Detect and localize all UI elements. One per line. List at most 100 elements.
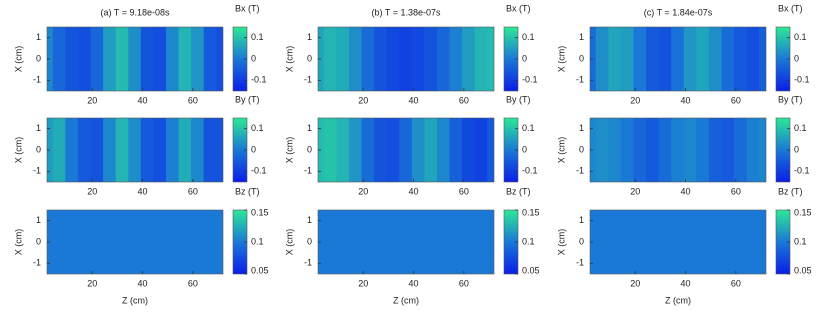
heat-cell xyxy=(633,27,648,91)
heat-cell xyxy=(436,118,451,182)
heat-cell xyxy=(633,118,648,182)
colorbar-tick-label: 0 xyxy=(522,144,527,154)
heat-cell xyxy=(90,27,105,91)
heat-cell xyxy=(595,118,610,182)
heat-cell xyxy=(671,118,685,182)
panel: 20 40 60 1 0 -1 (a) T = 9.18e-08s X (cm) 0.1 0 -0.… xyxy=(13,3,266,105)
y-tick-label: 1 xyxy=(579,123,584,133)
colorbar-tick-label: -0.1 xyxy=(522,75,538,85)
y-axis-label: X (cm) xyxy=(13,46,23,73)
heat-cell xyxy=(191,118,205,182)
heat-cell xyxy=(140,210,155,274)
heat-cell xyxy=(47,210,54,274)
heat-cell xyxy=(52,210,67,274)
colorbar-tick-label: -0.1 xyxy=(522,166,538,176)
x-tick-label: 60 xyxy=(731,95,741,105)
colorbar-tick-label: 0.15 xyxy=(522,207,540,217)
heat-cell xyxy=(683,118,698,182)
heat-cell xyxy=(590,27,597,91)
heat-cell xyxy=(646,210,660,274)
y-tick-label: 0 xyxy=(307,144,312,154)
y-tick-label: -1 xyxy=(576,166,584,176)
colorbar-tick-label: 0.1 xyxy=(251,123,264,133)
heat-cell xyxy=(608,210,622,274)
heat-cell xyxy=(90,118,105,182)
heat-cell xyxy=(178,118,193,182)
heat-cell xyxy=(595,210,610,274)
heat-cell xyxy=(318,27,325,91)
heat-cell xyxy=(487,27,494,91)
cells xyxy=(47,210,223,274)
heat-cell xyxy=(77,118,92,182)
heat-cell xyxy=(348,210,363,274)
heat-cell xyxy=(721,118,736,182)
cells xyxy=(47,27,223,91)
panel: 20 40 60 1 0 -1 X (cm) 0.1 0 -0.1 By (T) xyxy=(284,94,537,196)
heat-cell xyxy=(487,118,494,182)
heat-cell xyxy=(216,118,223,182)
panel: 20 40 60 1 0 -1 (b) T = 1.38e-07s X (cm) 0.1 0 -0.… xyxy=(284,3,537,105)
heat-cell xyxy=(608,27,622,91)
heat-cell xyxy=(361,210,376,274)
heat-cell xyxy=(165,118,180,182)
heat-cell xyxy=(399,210,413,274)
heat-cell xyxy=(708,118,723,182)
heat-cell xyxy=(374,118,388,182)
colorbar-tick-label: 0 xyxy=(794,53,799,63)
heat-cell xyxy=(386,27,401,91)
heat-cell xyxy=(658,118,673,182)
heat-cell xyxy=(436,27,451,91)
heat-cell xyxy=(658,27,673,91)
panel: 20 40 60 1 0 -1 (c) T = 1.84e-07s X (cm) 0.1 0 -0.… xyxy=(556,3,809,105)
y-tick-label: 1 xyxy=(307,123,312,133)
colorbar-label: Bx (T) xyxy=(235,3,260,13)
heat-cell xyxy=(590,118,597,182)
x-tick-label: 20 xyxy=(87,186,97,196)
y-tick-label: 1 xyxy=(36,123,41,133)
heat-cell xyxy=(52,118,67,182)
colorbar-tick-label: 0.1 xyxy=(251,32,264,42)
heat-cell xyxy=(165,27,180,91)
y-tick-label: 1 xyxy=(307,32,312,42)
heat-cell xyxy=(318,210,325,274)
y-tick-label: 0 xyxy=(579,144,584,154)
cells xyxy=(318,27,494,91)
heat-cell xyxy=(115,118,130,182)
colorbar-tick-label: -0.1 xyxy=(794,166,810,176)
heat-cell xyxy=(759,118,766,182)
colorbar-tick-label: 0.1 xyxy=(251,236,264,246)
x-tick-label: 20 xyxy=(87,278,97,288)
heat-cell xyxy=(696,118,710,182)
colorbar-tick-label: 0.1 xyxy=(794,32,807,42)
heat-cell xyxy=(734,118,748,182)
heat-cell xyxy=(90,210,105,274)
y-tick-label: 0 xyxy=(36,144,41,154)
heat-cell xyxy=(671,27,685,91)
panel: 20 40 60 1 0 -1 X (cm) 0.1 0 -0.1 By (T) xyxy=(556,94,809,196)
y-axis-label: X (cm) xyxy=(284,229,294,256)
heat-cell xyxy=(646,118,660,182)
y-axis-label: X (cm) xyxy=(284,46,294,73)
cells xyxy=(590,210,766,274)
heat-cell xyxy=(646,27,660,91)
y-tick-label: 0 xyxy=(307,53,312,63)
y-tick-label: 0 xyxy=(36,53,41,63)
y-tick-label: 1 xyxy=(579,32,584,42)
colorbar-tick-label: 0 xyxy=(522,53,527,63)
heat-cell xyxy=(128,118,142,182)
colorbar-tick-label: 0.05 xyxy=(251,265,269,275)
y-tick-label: 0 xyxy=(36,236,41,246)
y-axis-label: X (cm) xyxy=(13,137,23,164)
heat-cell xyxy=(348,27,363,91)
heat-cell xyxy=(721,210,736,274)
heat-cell xyxy=(336,27,350,91)
heat-cell xyxy=(759,210,766,274)
heat-cell xyxy=(47,118,54,182)
heat-cell xyxy=(411,27,426,91)
heat-cell xyxy=(487,210,494,274)
heat-cell xyxy=(633,210,648,274)
heat-cell xyxy=(216,27,223,91)
heat-cell xyxy=(191,210,205,274)
panel: 20 40 60 1 0 -1 Z (cm) X (cm) 0.15 0.1 0.05 Bz (T) xyxy=(13,186,268,305)
